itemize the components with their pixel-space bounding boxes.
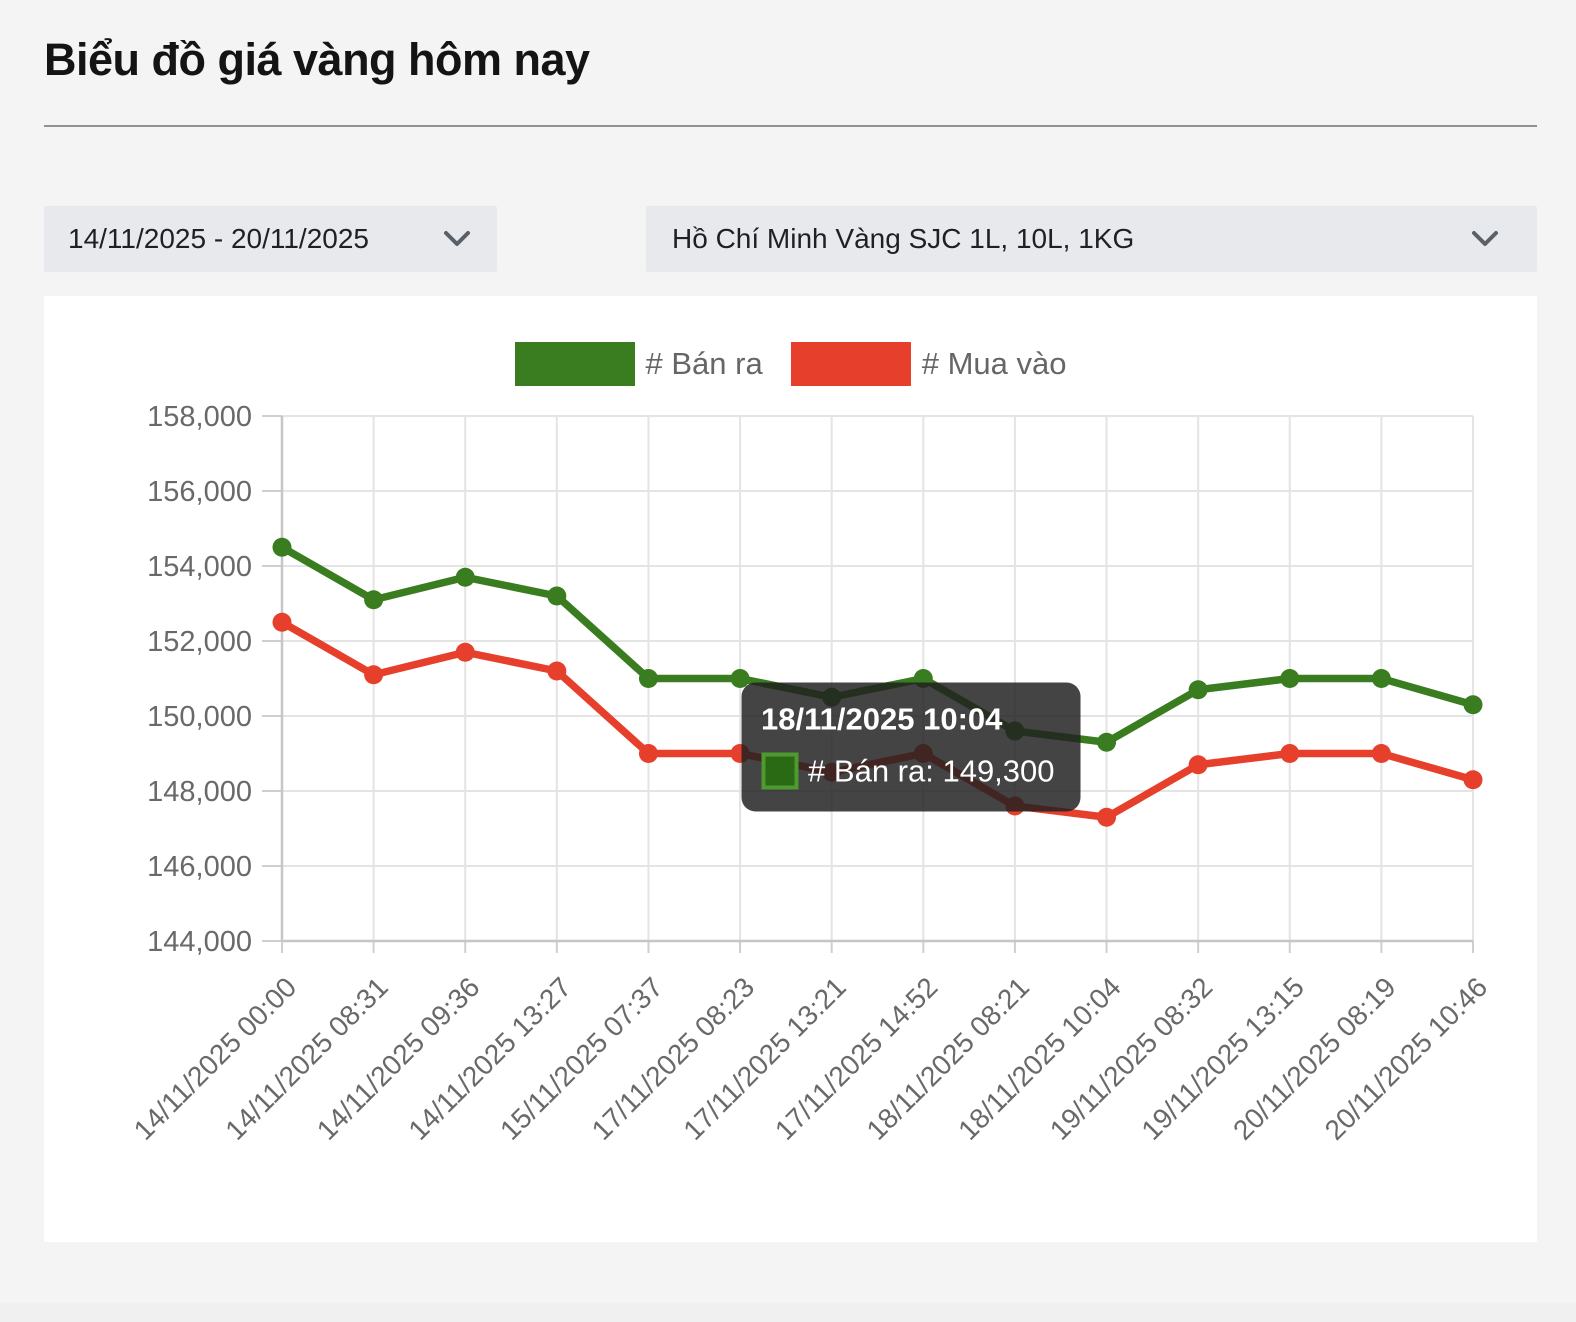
data-point[interactable] <box>1463 770 1483 790</box>
data-point[interactable] <box>1097 807 1117 827</box>
y-tick-label: 144,000 <box>147 926 252 958</box>
date-range-select[interactable]: 14/11/2025 - 20/11/2025 <box>44 206 497 272</box>
y-tick-label: 158,000 <box>147 401 252 433</box>
legend-swatch-ban-ra <box>514 342 635 386</box>
data-point[interactable] <box>1188 680 1208 700</box>
y-tick-label: 146,000 <box>147 851 252 883</box>
y-tick-label: 150,000 <box>147 701 252 733</box>
product-select[interactable]: Hồ Chí Minh Vàng SJC 1L, 10L, 1KG <box>646 206 1537 272</box>
data-point[interactable] <box>364 590 384 610</box>
legend-label-ban-ra: # Bán ra <box>645 346 763 381</box>
footer-strip <box>0 1303 1576 1322</box>
legend-swatch-mua-vao <box>790 342 911 386</box>
tooltip-series-swatch <box>761 752 799 790</box>
x-tick-label: 20/11/2025 10:46 <box>1319 971 1494 1146</box>
data-point[interactable] <box>1188 755 1208 775</box>
data-point[interactable] <box>364 665 384 685</box>
x-tick-label: 14/11/2025 13:27 <box>402 971 577 1146</box>
legend-label-mua-vao: # Mua vào <box>921 346 1067 381</box>
legend-item-mua-vao[interactable]: # Mua vào <box>790 342 1067 386</box>
chart-card: 144,000 146,000 148,000 150,000 152,000 154,0… <box>44 296 1537 1242</box>
x-tick-label: 18/11/2025 08:21 <box>861 971 1036 1146</box>
data-point[interactable] <box>1280 669 1300 688</box>
x-tick-label: 14/11/2025 00:00 <box>128 971 303 1146</box>
x-tick-label: 18/11/2025 10:04 <box>952 971 1127 1146</box>
x-tick-label: 20/11/2025 08:19 <box>1227 971 1402 1146</box>
x-tick-label: 19/11/2025 13:15 <box>1135 971 1310 1146</box>
product-value: Hồ Chí Minh Vàng SJC 1L, 10L, 1KG <box>672 223 1135 254</box>
data-point[interactable] <box>638 744 658 763</box>
tooltip-row-label: # Bán ra: 149,300 <box>808 753 1055 789</box>
data-point[interactable] <box>272 537 292 557</box>
data-point[interactable] <box>547 586 567 606</box>
x-tick-label: 14/11/2025 08:31 <box>219 971 394 1146</box>
data-point[interactable] <box>1371 669 1391 688</box>
data-point[interactable] <box>638 669 658 688</box>
chart-legend: # Bán ra # Mua vào <box>44 342 1537 386</box>
x-tick-label: 14/11/2025 09:36 <box>311 971 486 1146</box>
data-point[interactable] <box>455 642 475 662</box>
legend-item-ban-ra[interactable]: # Bán ra <box>514 342 763 386</box>
y-tick-label: 152,000 <box>147 626 252 658</box>
chevron-down-icon <box>1472 231 1498 246</box>
data-point[interactable] <box>1463 695 1483 715</box>
y-tick-label: 148,000 <box>147 776 252 808</box>
data-point[interactable] <box>1097 732 1117 752</box>
data-point[interactable] <box>1280 744 1300 763</box>
tooltip-title: 18/11/2025 10:04 <box>761 701 1003 737</box>
data-point[interactable] <box>455 567 475 587</box>
y-tick-label: 156,000 <box>147 476 252 508</box>
data-point[interactable] <box>547 661 567 681</box>
data-point[interactable] <box>730 669 750 688</box>
x-tick-label: 17/11/2025 08:23 <box>586 971 761 1146</box>
y-tick-label: 154,000 <box>147 551 252 583</box>
chevron-down-icon <box>444 231 470 246</box>
x-tick-label: 17/11/2025 13:21 <box>677 971 852 1146</box>
gold-price-line-chart: 144,000 146,000 148,000 150,000 152,000 154,0… <box>128 401 1494 1146</box>
x-tick-label: 15/11/2025 07:37 <box>494 971 669 1146</box>
x-tick-label: 17/11/2025 14:52 <box>769 971 944 1146</box>
tooltip-row: # Bán ra: 149,300 <box>761 752 1055 790</box>
data-point[interactable] <box>1371 744 1391 763</box>
chart-tooltip: 18/11/2025 10:04 # Bán ra: 149,300 <box>741 682 1081 812</box>
title-divider <box>44 125 1537 127</box>
data-point[interactable] <box>272 612 292 632</box>
x-tick-label: 19/11/2025 08:32 <box>1044 971 1219 1146</box>
page-title: Biểu đồ giá vàng hôm nay <box>44 34 590 85</box>
date-range-value: 14/11/2025 - 20/11/2025 <box>68 223 369 254</box>
